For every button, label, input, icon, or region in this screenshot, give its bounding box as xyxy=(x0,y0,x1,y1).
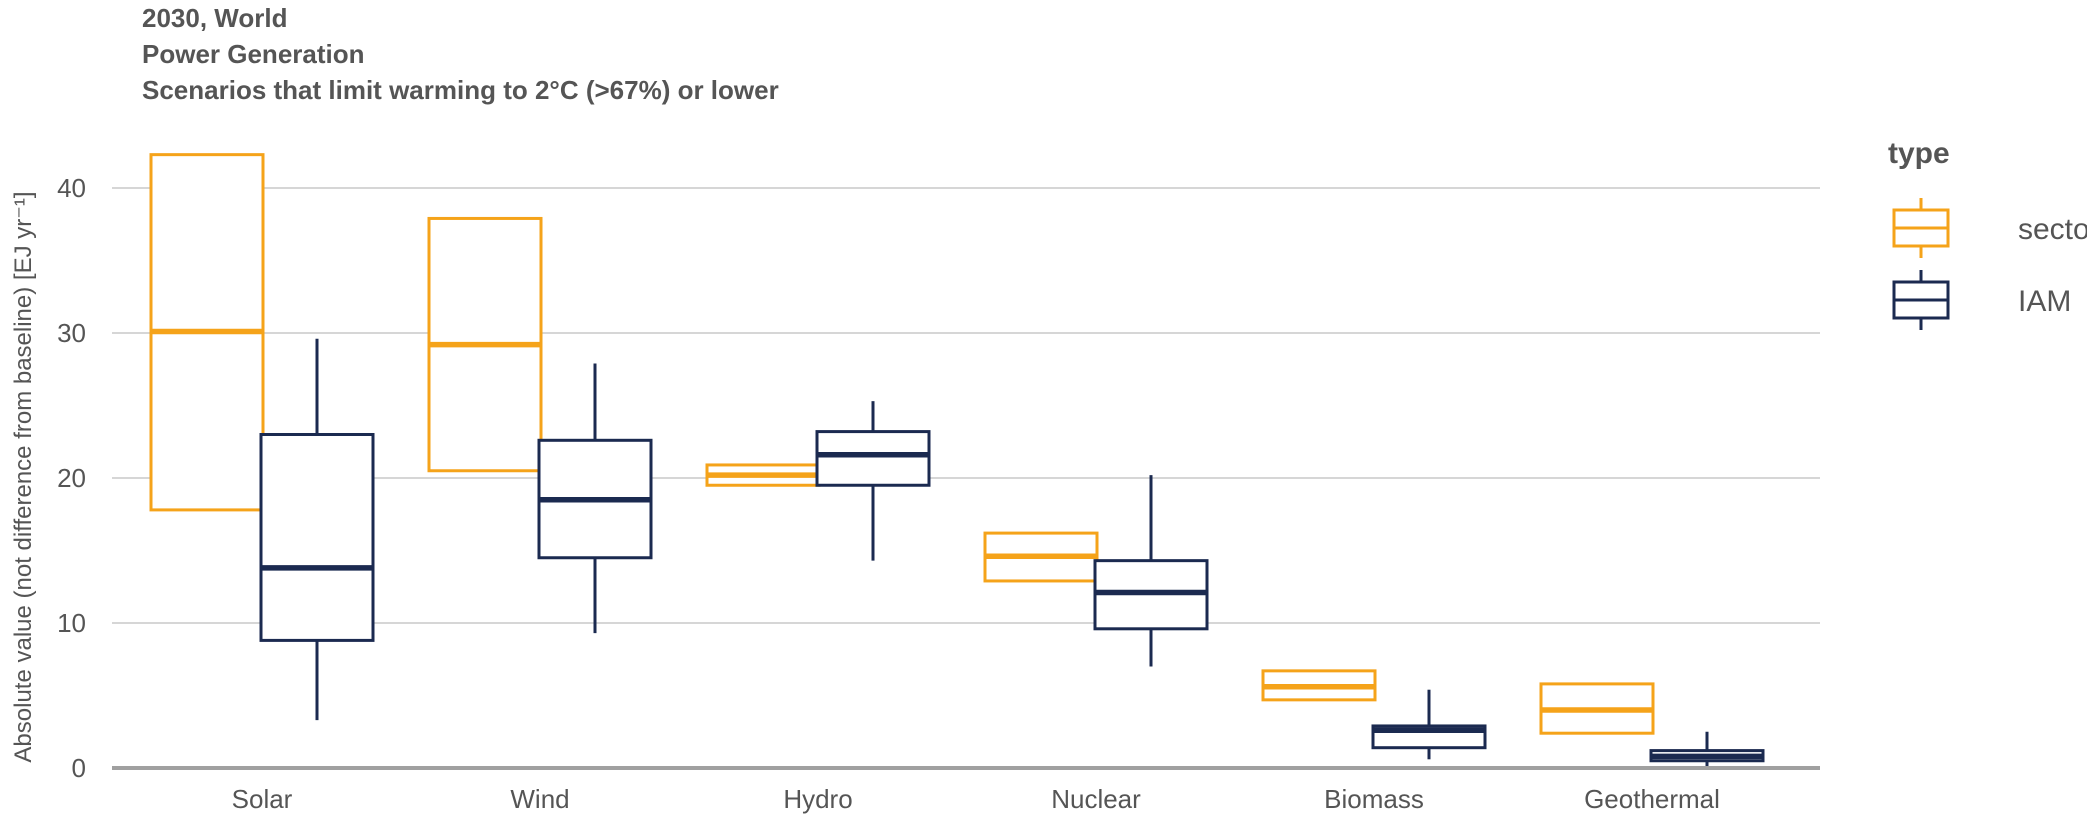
chart-title-sector: Power Generation xyxy=(142,39,365,69)
box-iam-hydro xyxy=(815,401,931,561)
gridlines xyxy=(112,187,1820,624)
box-sectoral-hydro xyxy=(705,463,821,487)
y-tick-label: 20 xyxy=(57,463,86,493)
legend-title: type xyxy=(1888,137,1950,170)
legend-label: IAM xyxy=(2018,285,2071,318)
box-iqr xyxy=(259,433,375,642)
box-sectoral-geothermal xyxy=(1539,682,1655,735)
chart-title-scenario: Scenarios that limit warming to 2°C (>67… xyxy=(142,75,779,105)
y-tick-label: 30 xyxy=(57,318,86,348)
x-tick-label: Geothermal xyxy=(1584,784,1720,814)
chart-title-block: 2030, World Power Generation Scenarios t… xyxy=(142,0,779,108)
y-tick-label: 40 xyxy=(57,173,86,203)
box-iqr xyxy=(815,430,931,487)
legend: type sectoral IAM xyxy=(1888,137,2087,330)
x-tick-label: Nuclear xyxy=(1051,784,1141,814)
axes: 0 10 20 30 40 Solar Wind Hydro Nuclear Biomass Geo… xyxy=(57,173,1820,814)
box-sectoral-nuclear xyxy=(983,531,1099,583)
box-sectoral-wind xyxy=(427,216,543,473)
box-iam-wind xyxy=(537,363,653,634)
y-tick-label: 0 xyxy=(72,753,86,783)
legend-item-sectoral: sectoral xyxy=(1892,198,2087,258)
x-tick-label: Wind xyxy=(510,784,569,814)
legend-label: sectoral xyxy=(2018,213,2087,246)
y-axis-title: Absolute value (not difference from base… xyxy=(10,191,37,762)
chart-title-year-region: 2030, World xyxy=(142,3,288,33)
box-iam-solar xyxy=(259,338,375,721)
legend-item-iam: IAM xyxy=(1892,270,2071,330)
boxes xyxy=(149,153,1765,767)
box-iam-geothermal xyxy=(1649,731,1765,767)
x-tick-label: Biomass xyxy=(1324,784,1424,814)
x-tick-label: Hydro xyxy=(783,784,852,814)
x-tick-label: Solar xyxy=(232,784,293,814)
box-iam-nuclear xyxy=(1093,475,1209,667)
y-tick-label: 10 xyxy=(57,608,86,638)
box-sectoral-solar xyxy=(149,153,265,512)
box-iam-biomass xyxy=(1371,689,1487,760)
box-sectoral-biomass xyxy=(1261,669,1377,702)
